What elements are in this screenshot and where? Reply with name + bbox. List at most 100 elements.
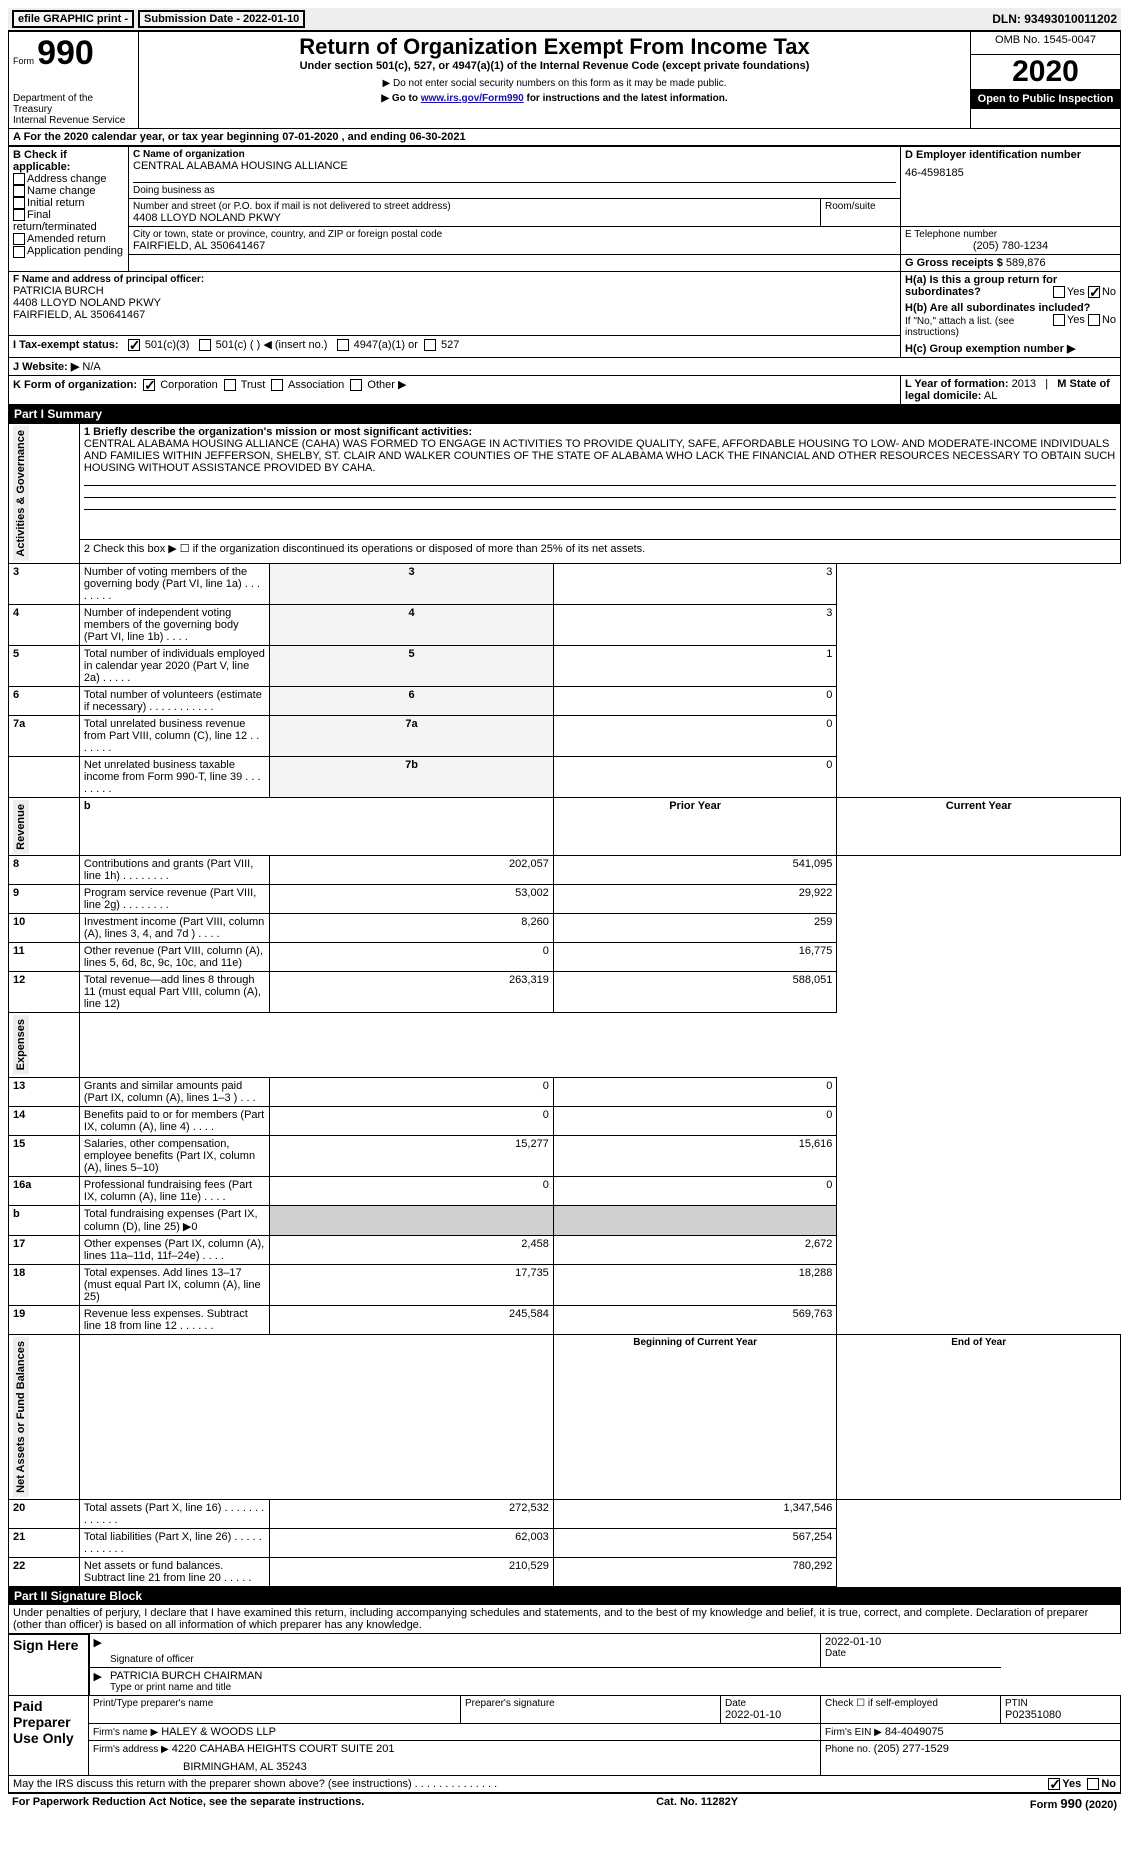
line-tag: 7b [270,756,554,797]
gross-receipts-value: 589,876 [1006,257,1046,269]
year-formation: 2013 [1012,378,1036,390]
submission-date: Submission Date - 2022-01-10 [138,10,305,28]
phone-label: E Telephone number [905,229,1116,240]
line-num: 21 [9,1528,80,1557]
no-label: No [1102,314,1116,326]
prior-value: 0 [270,1106,554,1135]
prior-value: 0 [270,1176,554,1205]
line2: 2 Check this box ▶ ☐ if the organization… [79,540,1120,563]
beg-value: 272,532 [270,1499,554,1528]
check-final-return[interactable]: Final return/terminated [13,209,124,233]
line-label: Total assets (Part X, line 16) . . . . .… [79,1499,269,1528]
line-num: 10 [9,914,80,943]
footer-left: For Paperwork Reduction Act Notice, see … [12,1796,364,1811]
mission-text: CENTRAL ALABAMA HOUSING ALLIANCE (CAHA) … [84,438,1116,474]
line-num: 20 [9,1499,80,1528]
tax-exempt-label: I Tax-exempt status: [13,339,119,351]
identity-table: B Check if applicable: Address change Na… [8,146,1121,405]
check-501c[interactable] [199,339,211,351]
year-formation-label: L Year of formation: [905,378,1009,390]
no-label: No [1102,286,1116,298]
street-label: Number and street (or P.O. box if mail i… [133,201,816,212]
line-tag: 7a [270,715,554,756]
current-value: 15,616 [553,1135,837,1176]
check-501c3[interactable] [128,339,140,351]
signature-table: Sign Here ▶ Signature of officer 2022-01… [8,1634,1121,1777]
line-label: Grants and similar amounts paid (Part IX… [79,1077,269,1106]
check-self-employed[interactable]: Check ☐ if self-employed [825,1698,996,1709]
current-value: 0 [553,1077,837,1106]
officer-name: PATRICIA BURCH [13,285,896,297]
opt-label: Trust [241,379,266,391]
opt-label: Association [288,379,344,391]
check-name-change[interactable]: Name change [13,185,124,197]
ha-label: H(a) Is this a group return for subordin… [905,274,1116,298]
line-num: 17 [9,1235,80,1264]
firm-addr: 4220 CAHABA HEIGHTS COURT SUITE 201 [172,1743,395,1755]
opt-label: 4947(a)(1) or [354,339,418,351]
may-irs-no[interactable] [1087,1778,1099,1790]
opt-label: 501(c)(3) [145,339,190,351]
line-label: Total expenses. Add lines 13–17 (must eq… [79,1264,269,1305]
line-tag: 3 [270,563,554,604]
preparer-sig-label: Preparer's signature [465,1698,716,1709]
website-value: N/A [82,361,100,373]
beg-value: 210,529 [270,1557,554,1586]
check-address-change[interactable]: Address change [13,173,124,185]
current-value: 0 [553,1106,837,1135]
paid-preparer-label: Paid Preparer Use Only [9,1696,89,1776]
current-value [553,1205,837,1235]
check-application-pending[interactable]: Application pending [13,245,124,257]
part1-header: Part I Summary [8,405,1121,423]
sign-here-label: Sign Here [9,1634,89,1696]
org-name: CENTRAL ALABAMA HOUSING ALLIANCE [133,160,896,172]
prior-value: 2,458 [270,1235,554,1264]
line-label: Revenue less expenses. Subtract line 18 … [79,1305,269,1334]
efile-header-bar: efile GRAPHIC print - Submission Date - … [8,8,1121,31]
dba-label: Doing business as [133,182,896,196]
line-num: 19 [9,1305,80,1334]
may-irs-yes[interactable] [1048,1778,1060,1790]
sig-date: 2022-01-10 [825,1636,997,1648]
hb-label: H(b) Are all subordinates included? Yes … [905,302,1116,314]
line-num: 7a [9,715,80,756]
period-line: A For the 2020 calendar year, or tax yea… [8,129,1121,146]
check-4947[interactable] [337,339,349,351]
state-domicile: AL [984,390,997,402]
beg-value: 62,003 [270,1528,554,1557]
check-corp[interactable] [143,379,155,391]
street-value: 4408 LLOYD NOLAND PKWY [133,212,816,224]
check-assoc[interactable] [271,379,283,391]
prior-value: 8,260 [270,914,554,943]
check-initial-return[interactable]: Initial return [13,197,124,209]
line-num: 11 [9,943,80,972]
firm-addr2: BIRMINGHAM, AL 35243 [183,1761,816,1773]
line-num: 15 [9,1135,80,1176]
check-label: Final return/terminated [13,209,97,233]
current-value: 2,672 [553,1235,837,1264]
section-b-label: B Check if applicable: [13,149,124,173]
line-num: 22 [9,1557,80,1586]
end-value: 1,347,546 [553,1499,837,1528]
check-527[interactable] [424,339,436,351]
line-tag: 6 [270,686,554,715]
form-container: efile GRAPHIC print - Submission Date - … [0,0,1129,1821]
opt-label: 527 [441,339,459,351]
check-trust[interactable] [224,379,236,391]
prior-value: 17,735 [270,1264,554,1305]
check-amended[interactable]: Amended return [13,233,124,245]
line-num: 4 [9,604,80,645]
check-other[interactable] [350,379,362,391]
irs-link[interactable]: www.irs.gov/Form990 [421,93,524,104]
footer-right: Form 990 (2020) [1030,1796,1117,1811]
line-num: 8 [9,856,80,885]
yes-label: Yes [1062,1778,1081,1790]
summary-table: Activities & Governance 1 Briefly descri… [8,423,1121,1587]
line-num: 5 [9,645,80,686]
line-value: 0 [553,756,837,797]
current-value: 588,051 [553,972,837,1013]
current-value: 0 [553,1176,837,1205]
line-num: 3 [9,563,80,604]
dln-number: DLN: 93493010011202 [992,12,1117,26]
end-value: 780,292 [553,1557,837,1586]
